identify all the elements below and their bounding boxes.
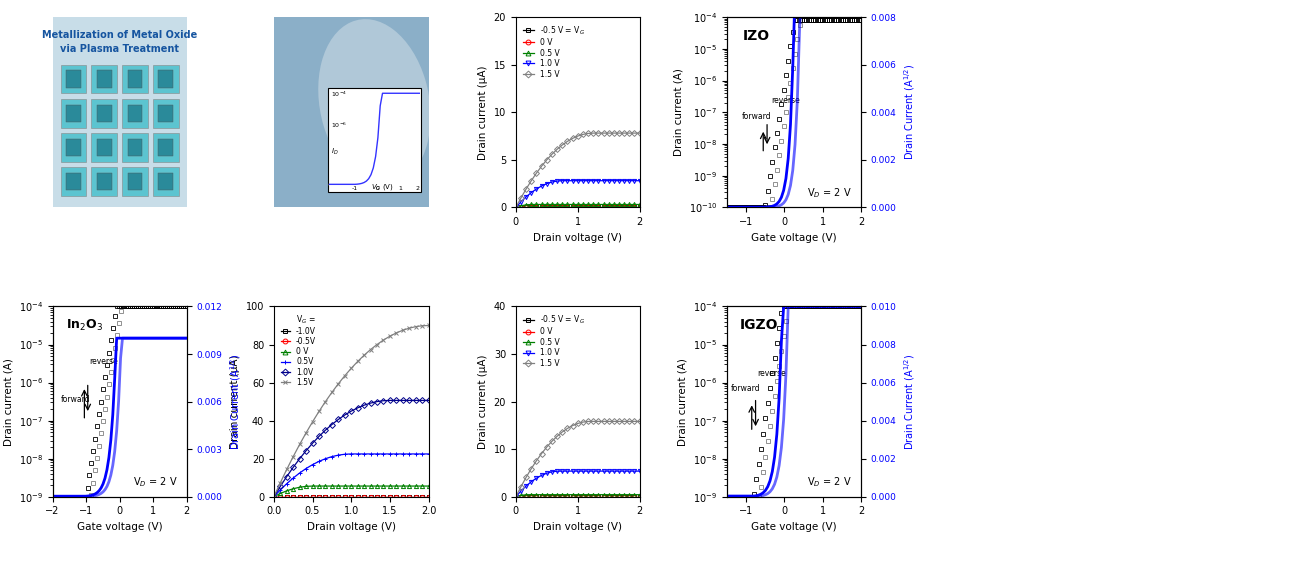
Y-axis label: Drain Current (A$^{1/2}$): Drain Current (A$^{1/2}$) [902, 353, 916, 449]
Text: 1: 1 [399, 186, 403, 191]
Bar [97, 104, 112, 122]
Bar [92, 99, 117, 127]
Y-axis label: Drain current (A): Drain current (A) [674, 69, 683, 156]
X-axis label: Drain voltage (V): Drain voltage (V) [533, 522, 622, 532]
Text: $I_D$: $I_D$ [331, 147, 339, 158]
Text: $10^{-6}$: $10^{-6}$ [331, 120, 347, 130]
Bar [122, 133, 148, 162]
Text: forward: forward [730, 384, 760, 393]
Bar [60, 99, 87, 127]
Y-axis label: Drain current (μA): Drain current (μA) [230, 355, 240, 449]
Bar [66, 173, 80, 190]
Y-axis label: Drain current (A): Drain current (A) [3, 357, 13, 445]
Bar [60, 65, 87, 93]
Text: reverse: reverse [758, 369, 786, 378]
Bar [66, 70, 80, 87]
Bar [60, 167, 87, 196]
Bar [97, 173, 112, 190]
Text: IGZO: IGZO [741, 318, 779, 332]
Y-axis label: Drain Current (A$^{1/2}$): Drain Current (A$^{1/2}$) [228, 353, 243, 449]
Text: reverse: reverse [89, 357, 118, 367]
X-axis label: Drain voltage (V): Drain voltage (V) [307, 522, 395, 532]
Bar [159, 139, 173, 156]
Bar [127, 173, 142, 190]
Bar [122, 167, 148, 196]
Legend: -0.5 V = V$_G$, 0 V, 0.5 V, 1.0 V, 1.5 V: -0.5 V = V$_G$, 0 V, 0.5 V, 1.0 V, 1.5 V [520, 21, 588, 82]
Text: 2: 2 [416, 186, 420, 191]
Text: forward: forward [742, 112, 772, 121]
Text: forward: forward [60, 396, 91, 404]
Text: -1: -1 [352, 186, 357, 191]
Text: $V_G$ (V): $V_G$ (V) [372, 182, 394, 192]
Text: V$_D$ = 2 V: V$_D$ = 2 V [807, 475, 852, 489]
Bar [154, 167, 179, 196]
X-axis label: Gate voltage (V): Gate voltage (V) [751, 233, 836, 243]
Y-axis label: Drain current (μA): Drain current (μA) [478, 65, 488, 159]
Bar [97, 70, 112, 87]
Bar [154, 99, 179, 127]
Bar [66, 139, 80, 156]
Bar [122, 99, 148, 127]
Bar [127, 104, 142, 122]
Bar [92, 65, 117, 93]
Bar [122, 65, 148, 93]
Text: In$_2$O$_3$: In$_2$O$_3$ [66, 318, 104, 333]
X-axis label: Gate voltage (V): Gate voltage (V) [751, 522, 836, 532]
Y-axis label: Drain current (A): Drain current (A) [678, 357, 687, 445]
Y-axis label: Drain Current (A$^{1/2}$): Drain Current (A$^{1/2}$) [902, 65, 916, 160]
Bar [92, 167, 117, 196]
Bar [159, 173, 173, 190]
Bar [159, 70, 173, 87]
Legend: V$_G$ =, -1.0V, -0.5V, 0 V, 0.5V, 1.0V, 1.5V: V$_G$ =, -1.0V, -0.5V, 0 V, 0.5V, 1.0V, … [277, 310, 319, 390]
Bar [154, 133, 179, 162]
Text: IZO: IZO [743, 29, 769, 43]
X-axis label: Gate voltage (V): Gate voltage (V) [76, 522, 163, 532]
Bar [154, 65, 179, 93]
Text: reverse: reverse [771, 96, 800, 104]
Bar [127, 139, 142, 156]
Text: V$_D$ = 2 V: V$_D$ = 2 V [133, 475, 177, 489]
Bar [60, 133, 87, 162]
Text: Metallization of Metal Oxide
via Plasma Treatment: Metallization of Metal Oxide via Plasma … [42, 30, 197, 54]
Y-axis label: Drain current (μA): Drain current (μA) [478, 355, 488, 449]
Bar [92, 133, 117, 162]
Text: V$_D$ = 2 V: V$_D$ = 2 V [807, 186, 852, 200]
Text: 0: 0 [376, 186, 379, 191]
Ellipse shape [318, 19, 431, 186]
X-axis label: Drain voltage (V): Drain voltage (V) [533, 233, 622, 243]
Bar [66, 104, 80, 122]
Bar [159, 104, 173, 122]
Bar [97, 139, 112, 156]
Text: $10^{-4}$: $10^{-4}$ [331, 90, 347, 99]
Legend: -0.5 V = V$_G$, 0 V, 0.5 V, 1.0 V, 1.5 V: -0.5 V = V$_G$, 0 V, 0.5 V, 1.0 V, 1.5 V [520, 310, 588, 371]
Bar [127, 70, 142, 87]
